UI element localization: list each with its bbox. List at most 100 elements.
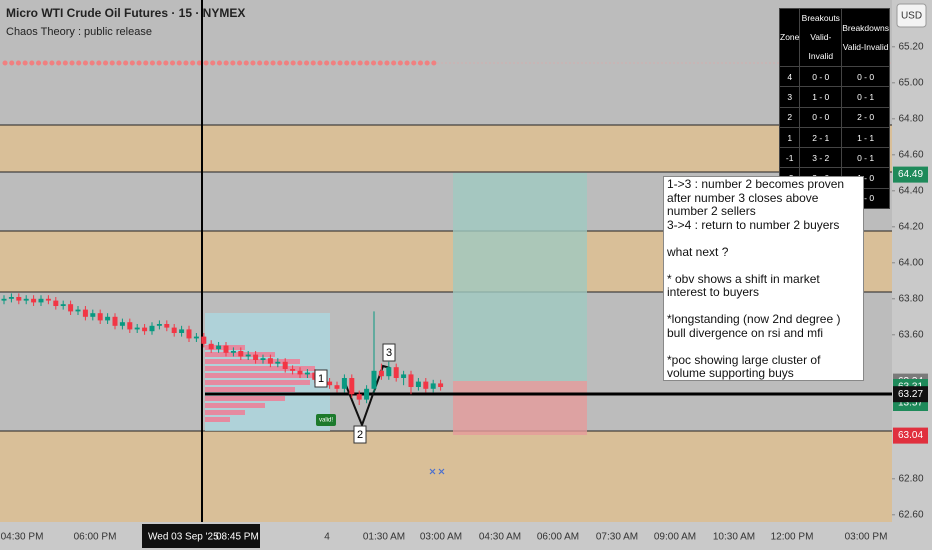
candle-body [430, 383, 436, 389]
candle-body [68, 304, 74, 312]
currency[interactable]: USD [901, 11, 922, 22]
cross-markers [429, 468, 445, 475]
candle-body [371, 370, 377, 389]
note-line: what next ? [667, 244, 729, 259]
table-header: Zone [778, 8, 801, 67]
candle-body [134, 327, 140, 330]
candle-body [364, 388, 370, 400]
time-tick-label: 04:30 PM [1, 532, 44, 543]
table-cell: 1 [778, 126, 801, 149]
zigzag [344, 364, 391, 428]
candle-body [260, 358, 266, 360]
table-header: Breakdowns Valid-Invalid [841, 8, 890, 67]
note-line: 1->3 : number 2 becomes proven after num… [667, 177, 845, 218]
candle-body [201, 336, 207, 344]
candle-body [105, 316, 111, 321]
candle-body [1, 298, 7, 301]
price-tick-label: 64.80 [898, 113, 923, 124]
candle-body [8, 297, 14, 299]
candle-body [216, 345, 222, 350]
table-cell: 0 - 1 [841, 86, 890, 108]
currency-button[interactable] [896, 3, 927, 28]
price-tick-label: 63.60 [898, 329, 923, 340]
time-tick-label: 10:30 AM [713, 532, 755, 543]
crosshair-time-bg [142, 524, 260, 548]
candle-body [275, 361, 281, 364]
candle-body [401, 374, 407, 378]
candle-body [415, 381, 421, 387]
point-label: 1 [318, 373, 324, 385]
candle-body [164, 324, 170, 328]
candle-body [127, 322, 133, 330]
candle-body [149, 325, 155, 332]
indicator-name: Chaos Theory : public release [6, 26, 152, 38]
candle-body [82, 309, 88, 317]
candle-body [341, 378, 347, 389]
price-label-bg [893, 386, 928, 403]
point-label-box [314, 369, 328, 388]
time-tick-label: 07:30 AM [596, 532, 638, 543]
crosshair-date: Wed 03 Sep '25 [148, 532, 219, 543]
candle-body [423, 381, 429, 389]
candle-body [23, 298, 29, 301]
candle-body [356, 394, 362, 400]
candle-body [208, 343, 214, 350]
time-tick-label: 03:00 AM [420, 532, 462, 543]
table-cell: 4 [778, 65, 801, 88]
position-stop [453, 381, 587, 435]
candle-body [53, 300, 59, 306]
table-cell: 2 - 1 [799, 126, 843, 149]
time-tick-label: 06:00 AM [537, 532, 579, 543]
candle-body [45, 298, 51, 301]
candle-body [223, 345, 229, 353]
candle-body [290, 369, 296, 371]
table-cell: 2 [778, 106, 801, 128]
candle-body [142, 327, 148, 332]
countdown: 13:57 [898, 398, 923, 409]
header-text: Zone [780, 32, 800, 42]
signal-badge [316, 414, 336, 426]
price-label-bg [893, 427, 928, 444]
candle-body [267, 358, 273, 364]
table-cell: 1 - 1 [841, 126, 890, 149]
candle-body [245, 354, 251, 357]
price-tick-label: 62.60 [898, 509, 923, 520]
header-text: Breakouts [801, 13, 840, 23]
note-line: *longstanding (now 2nd degree ) bull div… [667, 312, 841, 340]
table-cell: -1 [778, 147, 801, 169]
price-tick-label: 64.40 [898, 185, 923, 196]
time-tick-label: 01:30 AM [363, 532, 405, 543]
zone-band [0, 125, 892, 172]
table-cell: 3 [778, 86, 801, 108]
time-tick-label: 03:00 PM [845, 532, 888, 543]
point-label-box [382, 343, 396, 362]
candle-body [378, 370, 384, 377]
candle-body [327, 381, 333, 386]
header-text: Breakdowns [842, 22, 889, 33]
candle-body [60, 304, 66, 306]
price-label: 63.27 [898, 389, 923, 400]
candle-body [230, 351, 236, 353]
candle-body [438, 383, 444, 387]
time-tick-label: 06:00 PM [74, 532, 117, 543]
candle-body [393, 367, 399, 378]
point-label-box [353, 425, 367, 444]
candle-body [334, 385, 340, 389]
table-cell: 1 - 0 [799, 86, 843, 108]
price-tick-label: 63.80 [898, 293, 923, 304]
header-text: Valid-Invalid [808, 32, 834, 61]
table-cell: 2 - 0 [841, 106, 890, 128]
time-tick-label: 09:00 AM [654, 532, 696, 543]
table-cell: 3 - 2 [799, 147, 843, 169]
candle-body [386, 367, 392, 377]
crosshair-time: 08:45 PM [216, 532, 259, 543]
position-target [453, 173, 587, 381]
candle-body [408, 374, 414, 387]
candle-body [297, 370, 303, 375]
table-header: Breakouts Valid-Invalid [799, 8, 843, 67]
note-line: *poc showing large cluster of volume sup… [667, 352, 821, 380]
